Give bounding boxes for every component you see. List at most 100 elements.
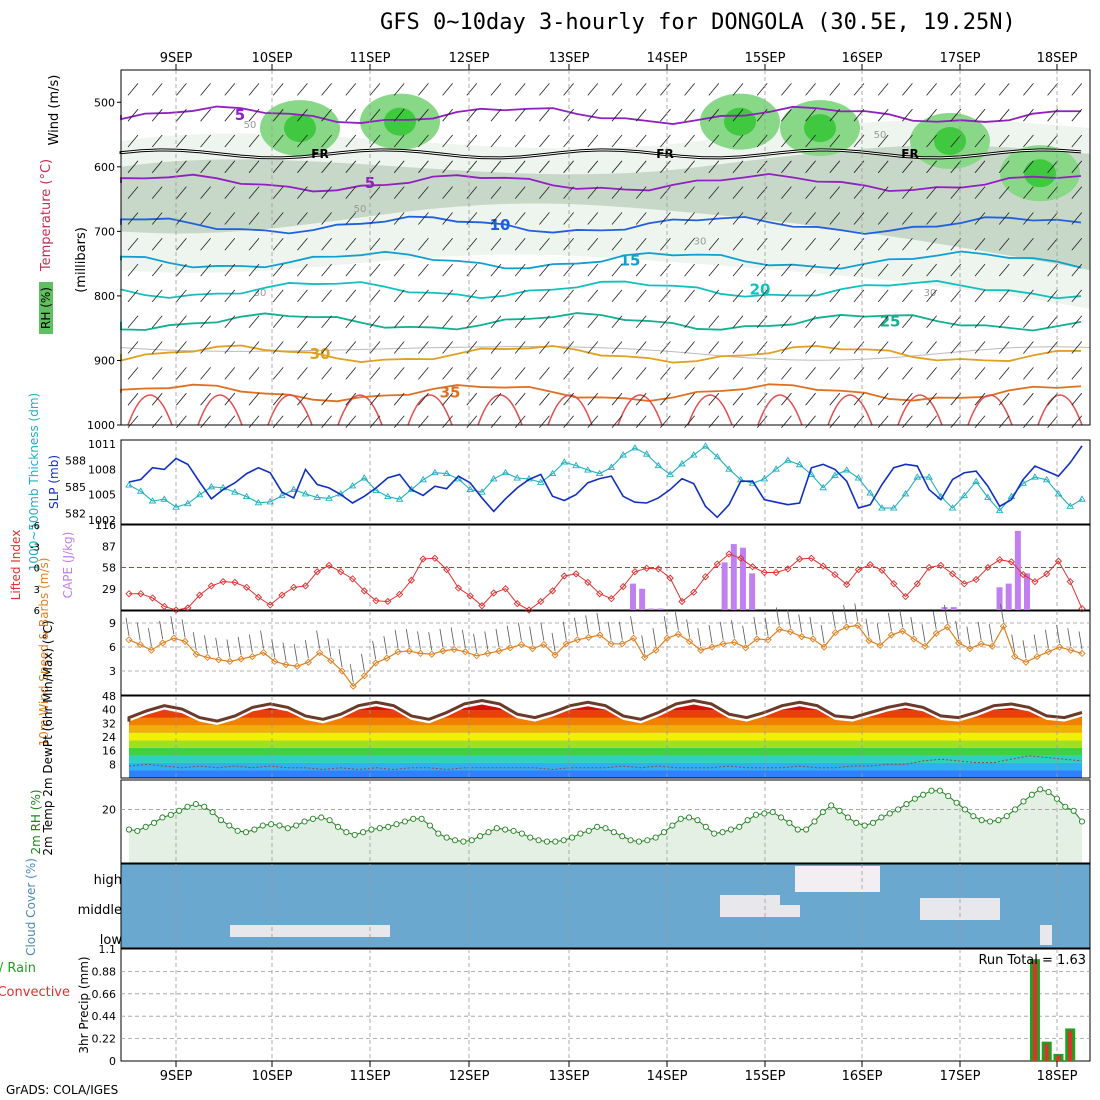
wind-barb-24-1 bbox=[708, 108, 720, 122]
wind-barb-33-3 bbox=[926, 160, 937, 174]
rh-point-104 bbox=[995, 817, 1002, 824]
wind-point-77 bbox=[988, 642, 996, 650]
wind-barb-28-0 bbox=[805, 83, 816, 96]
li-point-31 bbox=[490, 589, 498, 597]
wind-barb-17-1 bbox=[539, 108, 550, 122]
wind-barb-10m-62 bbox=[820, 624, 825, 644]
wind-barb-16-0 bbox=[514, 83, 526, 96]
wind-barb-29-11 bbox=[829, 367, 841, 380]
heat-contour-8 bbox=[687, 394, 733, 426]
wind-barb-1-12 bbox=[151, 392, 163, 406]
thickness-point-51 bbox=[725, 465, 733, 472]
wind-barb-32-13 bbox=[902, 415, 913, 429]
temp-frame bbox=[120, 695, 1091, 779]
thickness-point-63 bbox=[866, 489, 875, 496]
wind-barb-8-0 bbox=[321, 83, 332, 96]
wind-barb-10m-82 bbox=[1044, 629, 1049, 648]
wind-barb-22-10 bbox=[660, 341, 671, 354]
wind-barb-16-1 bbox=[514, 108, 526, 122]
wind-barb-11-2 bbox=[393, 134, 405, 148]
wind-barb-11-10 bbox=[393, 341, 405, 354]
wind-barb-10m-35 bbox=[518, 622, 522, 641]
rh-point-81 bbox=[803, 826, 810, 833]
wind-point-71 bbox=[921, 642, 929, 650]
wind-barb-7-12 bbox=[297, 392, 308, 406]
precip-frame bbox=[120, 948, 1091, 1062]
wind-point-51 bbox=[697, 646, 705, 654]
wind-barb-16-6 bbox=[514, 238, 526, 251]
wind-point-41 bbox=[585, 633, 593, 642]
wind-barb-3-1 bbox=[200, 108, 211, 122]
wind-barb-29-3 bbox=[829, 160, 841, 174]
wind-point-21 bbox=[360, 672, 369, 680]
wind-barb-36-10 bbox=[998, 341, 1010, 354]
thickness-point-19 bbox=[348, 482, 357, 489]
slp-tick-3: 1002 bbox=[88, 514, 116, 527]
wind-barb-28-1 bbox=[805, 108, 816, 122]
wind-point-32 bbox=[484, 649, 492, 658]
rh-point-14 bbox=[242, 829, 250, 836]
wind-point-26 bbox=[416, 649, 425, 658]
cape-bar-97 bbox=[1014, 530, 1021, 610]
wind-barb-1-0 bbox=[151, 83, 163, 96]
wind-barb-29-5 bbox=[829, 212, 841, 225]
wind-barb-25-11 bbox=[732, 367, 744, 380]
li-point-18 bbox=[337, 568, 345, 576]
wind-barb-0-4 bbox=[127, 186, 139, 199]
wind-barb-12-5 bbox=[418, 212, 429, 225]
temp-max-cap bbox=[127, 699, 1083, 723]
wind-barb-5-7 bbox=[248, 263, 260, 277]
wind-barb-8-7 bbox=[321, 263, 332, 277]
wind-barb-33-6 bbox=[926, 238, 937, 251]
wind-barb-6-13 bbox=[272, 415, 284, 429]
wind-barb-26-12 bbox=[756, 392, 768, 406]
wind-barb-9-2 bbox=[345, 134, 357, 148]
wind-barb-28-12 bbox=[805, 392, 816, 406]
run-total-label: Run Total = 1.63 bbox=[978, 953, 1086, 968]
wind-barb-6-5 bbox=[272, 212, 284, 225]
wind-point-76 bbox=[977, 640, 985, 648]
wind-point-17 bbox=[315, 648, 324, 657]
wind-point-67 bbox=[876, 641, 884, 650]
wind-barb-2-6 bbox=[176, 238, 187, 251]
wind-barb-12-13 bbox=[418, 415, 429, 429]
wind-barb-27-1 bbox=[781, 108, 792, 122]
wind-barb-34-0 bbox=[950, 83, 962, 96]
wind-barb-3-8 bbox=[200, 289, 211, 303]
thickness-point-42 bbox=[619, 451, 627, 458]
wind-barb-10-0 bbox=[369, 83, 381, 96]
cloud-block-2 bbox=[760, 905, 800, 917]
thickness-point-9 bbox=[231, 488, 239, 495]
wind-barb-24-13 bbox=[708, 415, 720, 429]
wind-barb-38-13 bbox=[1047, 415, 1058, 429]
wind-barb-39-0 bbox=[1071, 83, 1083, 96]
wind-barb-33-9 bbox=[926, 315, 937, 328]
li-point-43 bbox=[631, 568, 639, 576]
li-point-8 bbox=[219, 578, 227, 586]
wind-barb-37-2 bbox=[1023, 134, 1034, 148]
li-point-38 bbox=[572, 570, 580, 578]
wind-barb-26-7 bbox=[756, 263, 768, 277]
rh-cell-core-5 bbox=[1024, 159, 1056, 188]
wind-barb-13-1 bbox=[442, 108, 453, 122]
wind-barb-10m-0 bbox=[125, 617, 130, 636]
rh-point-35 bbox=[418, 815, 425, 822]
wind-barb-33-8 bbox=[926, 289, 937, 303]
wind-barb-10m-5 bbox=[181, 619, 186, 638]
li-point-71 bbox=[960, 580, 968, 588]
wind-barb-32-4 bbox=[902, 186, 913, 199]
wind-barb-16-12 bbox=[514, 392, 526, 406]
thickness-point-10 bbox=[242, 492, 251, 500]
wind-barb-37-13 bbox=[1023, 415, 1034, 429]
wind-barb-27-6 bbox=[781, 238, 792, 251]
wind-barb-13-11 bbox=[442, 367, 453, 380]
wind-barb-37-7 bbox=[1023, 263, 1034, 277]
rh-point-71 bbox=[719, 829, 726, 836]
wind-barb-4-13 bbox=[224, 415, 236, 429]
cape-bar-55 bbox=[629, 583, 636, 610]
wind-barb-23-12 bbox=[684, 392, 695, 406]
thickness-point-81 bbox=[1078, 495, 1086, 502]
wind-barb-4-3 bbox=[224, 160, 236, 174]
li-point-70 bbox=[948, 570, 957, 578]
li-point-26 bbox=[431, 554, 439, 562]
